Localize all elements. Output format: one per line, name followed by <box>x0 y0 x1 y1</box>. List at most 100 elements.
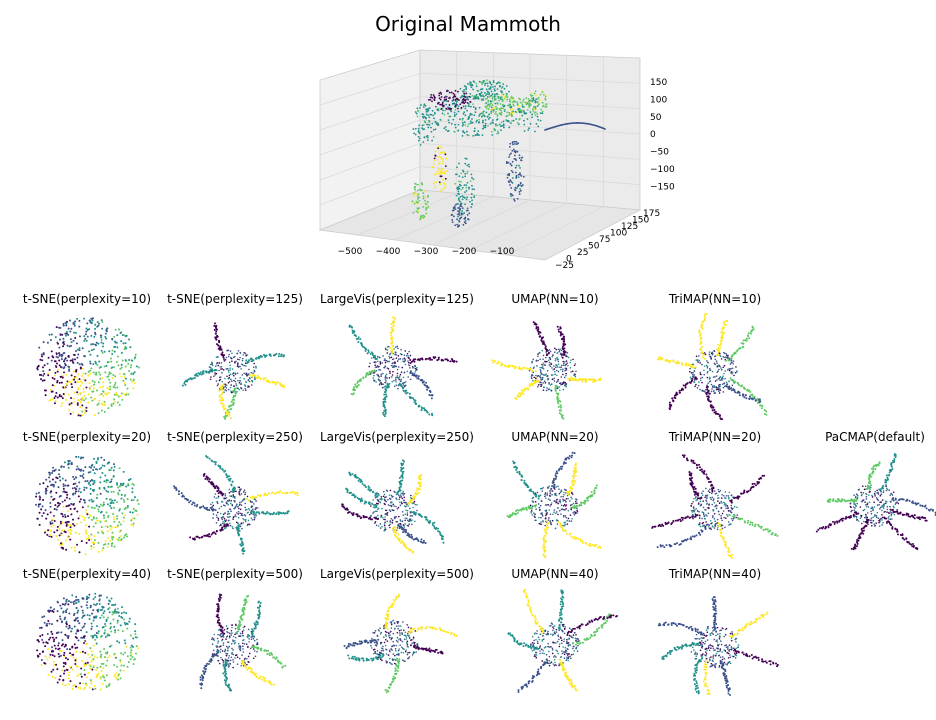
data-point <box>459 87 462 90</box>
data-point <box>719 385 721 388</box>
data-point <box>555 363 557 366</box>
data-point <box>404 519 406 522</box>
data-point <box>41 359 44 362</box>
data-point <box>177 493 180 496</box>
data-point <box>97 531 100 534</box>
data-point <box>68 409 71 412</box>
data-point <box>430 126 432 129</box>
data-point <box>478 106 481 109</box>
data-point <box>475 93 478 96</box>
data-point <box>90 343 93 346</box>
data-point <box>372 512 374 514</box>
data-point <box>93 535 96 538</box>
data-point <box>439 145 441 148</box>
data-point <box>462 223 465 226</box>
data-point <box>565 385 567 388</box>
data-point <box>384 358 386 360</box>
y-tick-label: 25 <box>577 248 588 258</box>
data-point <box>398 515 400 518</box>
data-point <box>222 399 225 402</box>
data-point <box>101 345 104 348</box>
data-point <box>383 391 386 394</box>
data-point <box>232 396 235 399</box>
data-point <box>719 344 722 347</box>
data-point <box>36 517 39 520</box>
data-point <box>69 412 72 415</box>
data-point <box>245 518 247 521</box>
data-point <box>81 515 84 518</box>
data-point <box>386 520 389 523</box>
data-point <box>380 381 382 384</box>
data-point <box>457 123 460 126</box>
data-point <box>709 400 712 403</box>
data-point <box>234 388 237 391</box>
data-point <box>720 342 723 345</box>
data-point <box>704 388 707 391</box>
data-point <box>67 393 70 396</box>
data-point <box>468 165 471 168</box>
data-point <box>406 514 409 516</box>
data-point <box>385 376 388 379</box>
data-point <box>264 512 267 515</box>
panel-title: UMAP(NN=10) <box>511 292 599 306</box>
data-point <box>241 513 243 515</box>
data-point <box>413 373 416 376</box>
data-point <box>367 349 370 352</box>
data-point <box>210 508 213 511</box>
data-point <box>76 317 79 320</box>
data-point <box>79 498 82 501</box>
data-point <box>518 191 521 193</box>
data-point <box>272 512 275 515</box>
data-point <box>118 509 121 512</box>
data-point <box>44 394 47 397</box>
data-point <box>374 364 376 367</box>
data-point <box>754 399 757 402</box>
data-point <box>61 513 64 516</box>
data-point <box>701 351 704 354</box>
data-point <box>491 104 494 107</box>
data-point <box>716 379 718 381</box>
data-point <box>700 323 703 326</box>
data-point <box>225 356 228 359</box>
data-point <box>225 384 228 386</box>
data-point <box>669 359 672 362</box>
data-point <box>110 544 113 547</box>
data-point <box>289 491 292 494</box>
data-point <box>87 374 90 377</box>
data-point <box>508 145 511 148</box>
data-point <box>262 377 265 380</box>
data-point <box>484 94 487 97</box>
data-point <box>398 496 401 498</box>
data-point <box>507 366 510 369</box>
data-point <box>551 378 554 381</box>
data-point <box>519 101 522 104</box>
data-point <box>550 363 553 366</box>
data-point <box>539 119 542 122</box>
data-point <box>283 354 286 357</box>
data-point <box>51 398 54 401</box>
data-point <box>75 468 78 471</box>
data-point <box>89 321 92 324</box>
data-point <box>82 476 85 479</box>
data-point <box>466 170 469 173</box>
data-point <box>97 457 100 460</box>
data-point <box>123 508 126 511</box>
data-point <box>184 383 187 386</box>
grid-line <box>319 119 421 156</box>
data-point <box>55 535 58 538</box>
data-point <box>452 118 455 121</box>
data-point <box>233 496 236 498</box>
data-point <box>388 360 391 363</box>
data-point <box>232 494 235 496</box>
embedding-points <box>35 455 140 556</box>
data-point <box>565 374 567 377</box>
data-point <box>205 475 208 478</box>
data-point <box>465 88 468 91</box>
data-point <box>557 328 560 331</box>
data-point <box>90 385 93 388</box>
data-point <box>386 346 389 348</box>
data-point <box>729 363 732 365</box>
data-point <box>581 380 584 383</box>
data-point <box>513 367 516 370</box>
data-point <box>424 116 427 119</box>
